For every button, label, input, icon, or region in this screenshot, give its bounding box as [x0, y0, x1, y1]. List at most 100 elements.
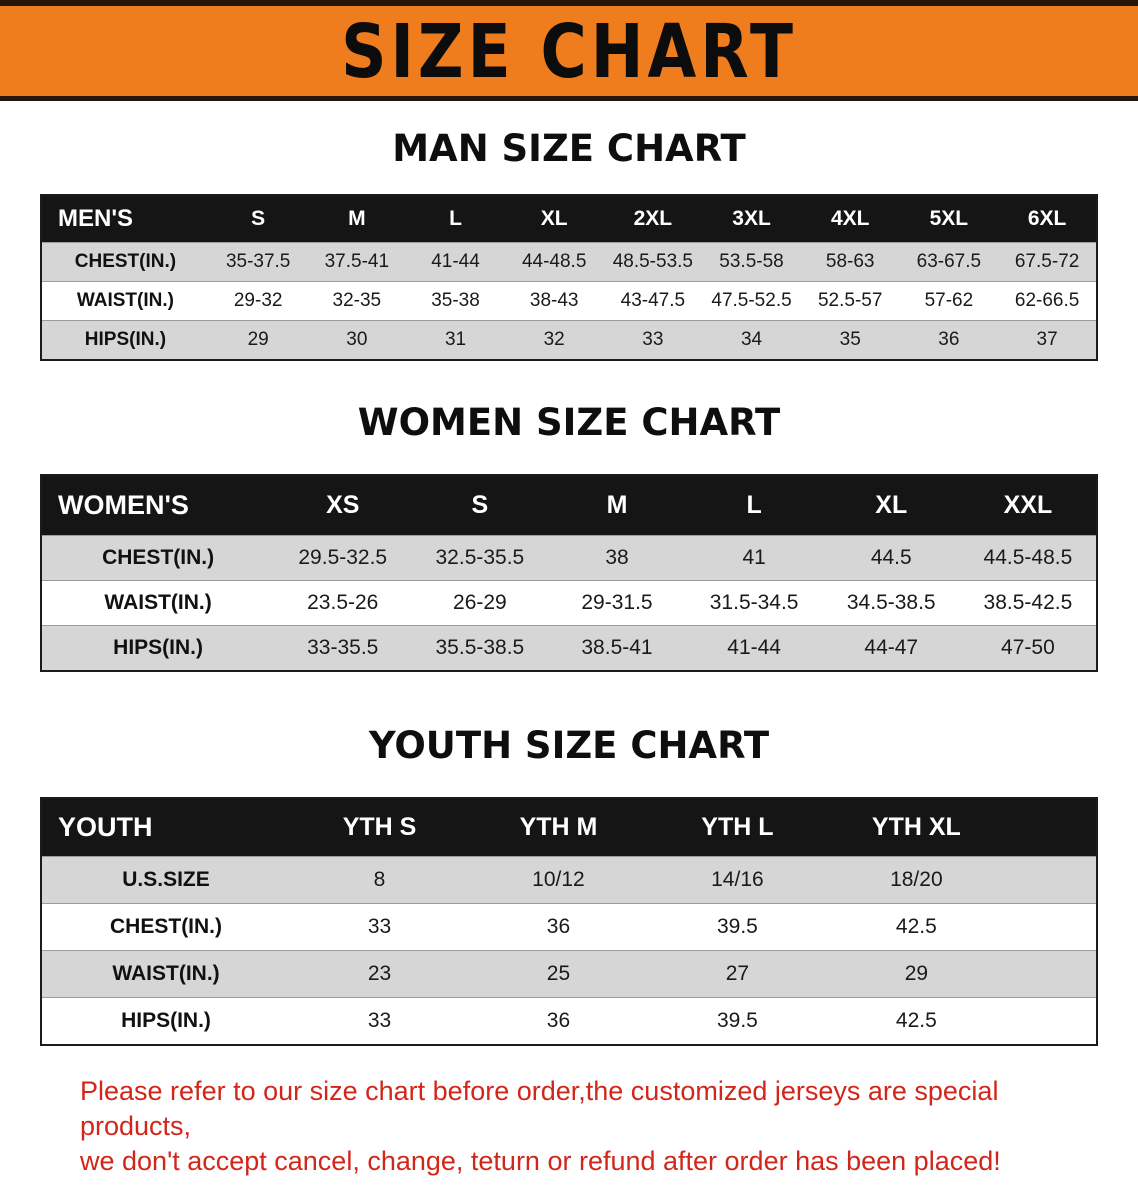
- size-column-header: XL: [822, 475, 960, 536]
- size-value: 26-29: [411, 580, 549, 626]
- size-column-header: 6XL: [998, 195, 1097, 243]
- content: MAN SIZE CHART MEN'S S M L XL 2XL 3XL 4XL 5XL 6XL…: [0, 127, 1138, 1199]
- size-value: 41-44: [406, 242, 505, 282]
- footer-notice: Please refer to our size chart before or…: [40, 1074, 1098, 1199]
- size-value: 36: [468, 903, 648, 951]
- men-size-table: MEN'S S M L XL 2XL 3XL 4XL 5XL 6XL CHEST(IN.) 35-37…: [40, 194, 1098, 361]
- size-value: 53.5-58: [702, 242, 801, 282]
- size-value: 25: [468, 950, 648, 998]
- size-column-header: M: [548, 475, 686, 536]
- size-value: 58-63: [800, 242, 900, 282]
- size-value: 63-67.5: [899, 242, 999, 282]
- row-label: WAIST(IN.): [41, 950, 291, 998]
- size-value: 29.5-32.5: [274, 535, 412, 581]
- table-row: CHEST(IN.) 35-37.5 37.5-41 41-44 44-48.5 48.5…: [41, 242, 1097, 282]
- size-value: 30: [307, 320, 407, 360]
- size-value: 35-37.5: [208, 242, 308, 282]
- row-label: WAIST(IN.): [41, 580, 275, 626]
- size-value: 52.5-57: [800, 281, 900, 321]
- size-column-header: YTH L: [647, 798, 827, 857]
- size-value: 29: [208, 320, 308, 360]
- size-column-header: S: [411, 475, 549, 536]
- size-value: 32.5-35.5: [411, 535, 549, 581]
- row-label: HIPS(IN.): [41, 625, 275, 671]
- size-value: 41: [685, 535, 823, 581]
- size-value: 31: [406, 320, 505, 360]
- size-column-header: YTH M: [468, 798, 648, 857]
- size-column-header: YTH XL: [826, 798, 1006, 857]
- row-label: CHEST(IN.): [41, 535, 275, 581]
- size-value: 23.5-26: [274, 580, 412, 626]
- banner: SIZE CHART: [0, 0, 1138, 101]
- size-column-header: 3XL: [702, 195, 801, 243]
- size-value: 44.5-48.5: [959, 535, 1097, 581]
- size-value: 35-38: [406, 281, 505, 321]
- size-column-header: L: [406, 195, 505, 243]
- women-section-heading: WOMEN SIZE CHART: [357, 401, 781, 444]
- table-corner-label: YOUTH: [41, 798, 291, 857]
- row-label: CHEST(IN.): [41, 242, 209, 282]
- size-value: 29-31.5: [548, 580, 686, 626]
- size-column-header: XS: [274, 475, 412, 536]
- size-value: 67.5-72: [998, 242, 1097, 282]
- size-value: 62-66.5: [998, 281, 1097, 321]
- size-value: 43-47.5: [603, 281, 703, 321]
- table-row: HIPS(IN.) 33-35.5 35.5-38.5 38.5-41 41-44 44-…: [41, 625, 1097, 671]
- notice-line-1: Please refer to our size chart before or…: [80, 1076, 999, 1142]
- youth-size-table: YOUTH YTH S YTH M YTH L YTH XL U.S.SIZE 8 10/12…: [40, 797, 1098, 1046]
- size-value: 36: [468, 997, 648, 1045]
- table-row: HIPS(IN.) 33 36 39.5 42.5: [41, 997, 1097, 1045]
- size-value: 38: [548, 535, 686, 581]
- table-corner-label: MEN'S: [41, 195, 209, 243]
- size-value: 33-35.5: [274, 625, 412, 671]
- size-value: 35: [800, 320, 900, 360]
- row-filler: [1005, 856, 1097, 904]
- table-row: WAIST(IN.) 23.5-26 26-29 29-31.5 31.5-34.5 34…: [41, 580, 1097, 626]
- size-value: 48.5-53.5: [603, 242, 703, 282]
- size-value: 57-62: [899, 281, 999, 321]
- size-column-header: XL: [504, 195, 604, 243]
- women-size-table: WOMEN'S XS S M L XL XXL CHEST(IN.) 29.5-32.5 32.5…: [40, 474, 1098, 672]
- size-column-header: L: [685, 475, 823, 536]
- size-column-header: XXL: [959, 475, 1097, 536]
- row-label: HIPS(IN.): [41, 997, 291, 1045]
- header-row: YOUTH YTH S YTH M YTH L YTH XL: [41, 798, 1097, 857]
- notice-line-2: we don't accept cancel, change, teturn o…: [80, 1146, 1001, 1177]
- header-row: WOMEN'S XS S M L XL XXL: [41, 475, 1097, 536]
- size-value: 38.5-41: [548, 625, 686, 671]
- men-section-heading: MAN SIZE CHART: [392, 127, 746, 170]
- size-value: 39.5: [647, 997, 827, 1045]
- header-row: MEN'S S M L XL 2XL 3XL 4XL 5XL 6XL: [41, 195, 1097, 243]
- size-value: 32-35: [307, 281, 407, 321]
- section-youth: YOUTH SIZE CHART YOUTH YTH S YTH M YTH L YTH…: [40, 724, 1098, 1046]
- row-label: WAIST(IN.): [41, 281, 209, 321]
- size-value: 34: [702, 320, 801, 360]
- size-value: 23: [290, 950, 469, 998]
- size-value: 31.5-34.5: [685, 580, 823, 626]
- table-row: CHEST(IN.) 33 36 39.5 42.5: [41, 903, 1097, 951]
- size-value: 38-43: [504, 281, 604, 321]
- table-row: CHEST(IN.) 29.5-32.5 32.5-35.5 38 41 44.5 44.5…: [41, 535, 1097, 581]
- size-value: 37.5-41: [307, 242, 407, 282]
- size-value: 33: [603, 320, 703, 360]
- row-label: HIPS(IN.): [41, 320, 209, 360]
- header-filler: [1005, 798, 1097, 857]
- size-value: 47.5-52.5: [702, 281, 801, 321]
- table-row: WAIST(IN.) 29-32 32-35 35-38 38-43 43-47.5 47.…: [41, 281, 1097, 321]
- size-value: 44-48.5: [504, 242, 604, 282]
- size-column-header: 5XL: [899, 195, 999, 243]
- size-column-header: M: [307, 195, 407, 243]
- section-women: WOMEN SIZE CHART WOMEN'S XS S M L XL XXL CHEST(…: [40, 401, 1098, 672]
- row-label: CHEST(IN.): [41, 903, 291, 951]
- row-filler: [1005, 903, 1097, 951]
- row-filler: [1005, 997, 1097, 1045]
- size-value: 41-44: [685, 625, 823, 671]
- size-value: 37: [998, 320, 1097, 360]
- table-corner-label: WOMEN'S: [41, 475, 275, 536]
- section-men: MAN SIZE CHART MEN'S S M L XL 2XL 3XL 4XL 5XL 6XL…: [40, 127, 1098, 361]
- size-value: 44.5: [822, 535, 960, 581]
- youth-section-heading: YOUTH SIZE CHART: [368, 724, 770, 767]
- size-value: 33: [290, 903, 469, 951]
- page-title: SIZE CHART: [341, 7, 797, 95]
- size-value: 34.5-38.5: [822, 580, 960, 626]
